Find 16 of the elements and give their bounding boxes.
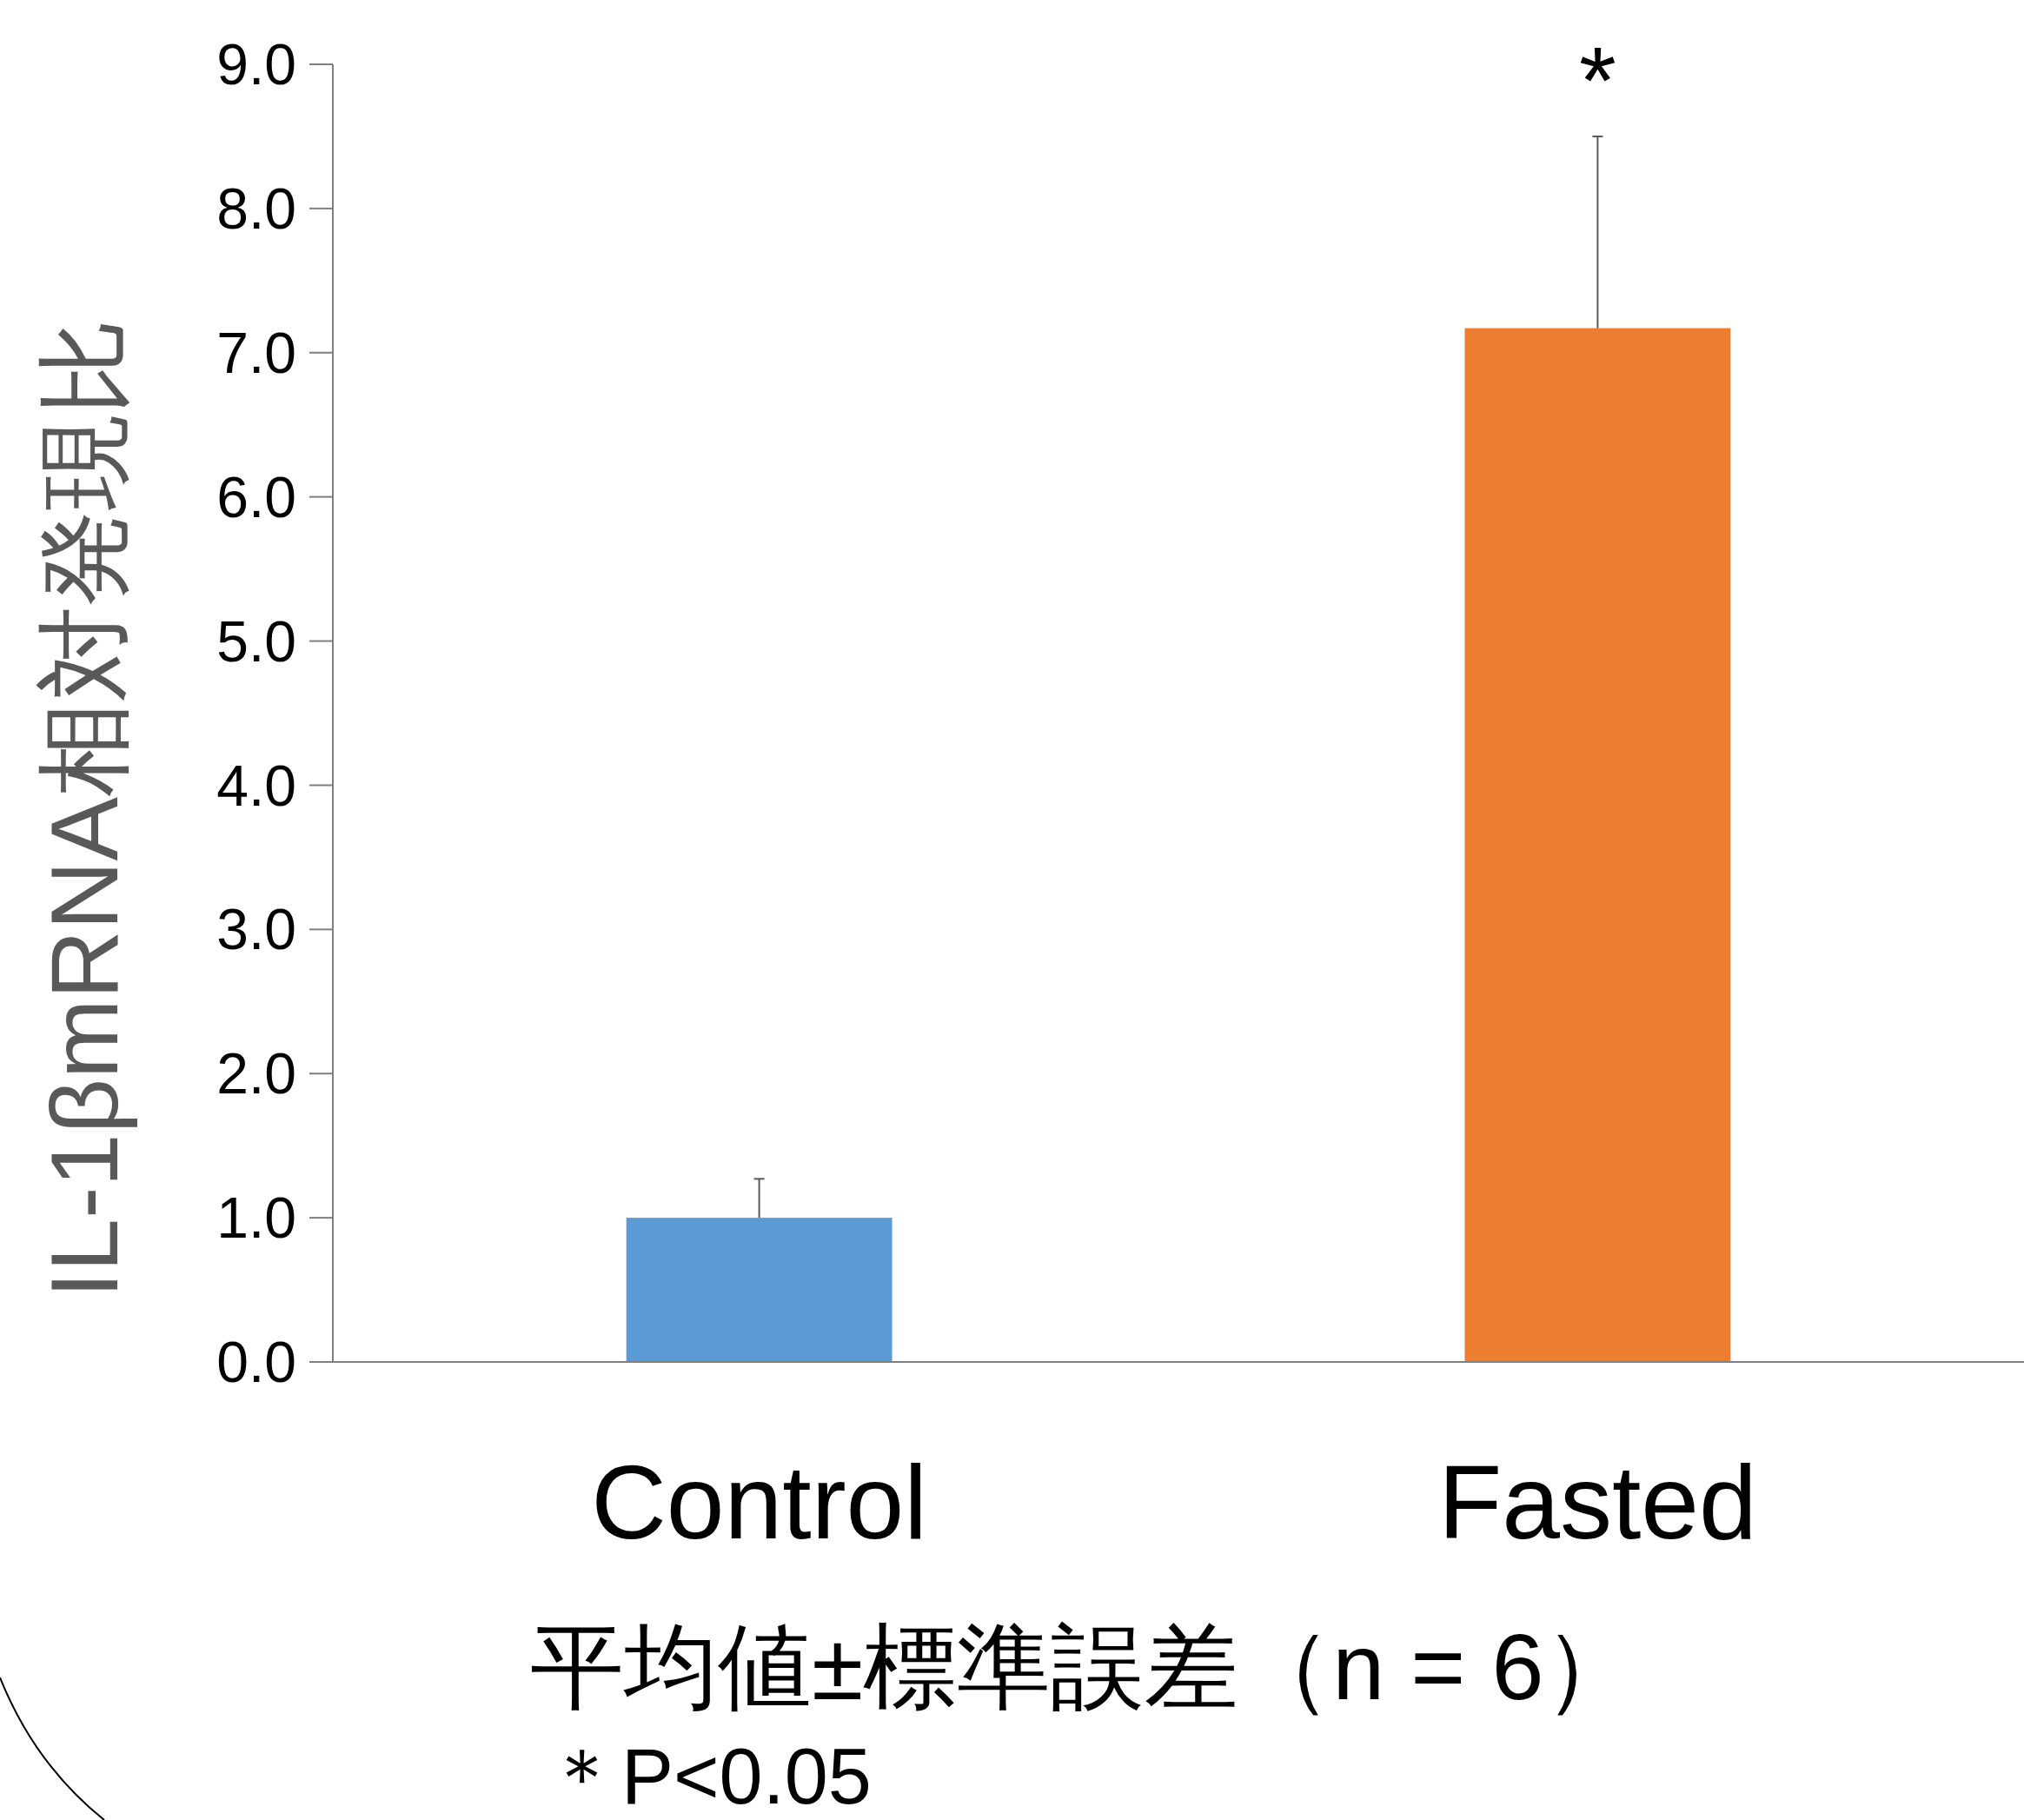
annotation: * [1578, 26, 1616, 133]
y-tick-label: 4.0 [216, 753, 296, 818]
x-tick-label: Control [591, 1444, 928, 1560]
x-tick-label: Fasted [1437, 1444, 1757, 1560]
y-tick-label: 7.0 [216, 320, 296, 385]
y-tick-label: 6.0 [216, 464, 296, 529]
y-tick-label: 2.0 [216, 1041, 296, 1106]
y-tick-label: 0.0 [216, 1330, 296, 1395]
y-tick-label: 1.0 [216, 1186, 296, 1251]
y-tick-label: 8.0 [216, 176, 296, 241]
y-tick-label: 3.0 [216, 897, 296, 962]
text: ＊P<0.05 [543, 1733, 872, 1820]
y-tick-label: 9.0 [216, 32, 296, 97]
text: 平均値±標準誤差（n = 6） [530, 1614, 1638, 1719]
y-tick-label: 5.0 [216, 608, 296, 674]
y-axis-title: IL-1βmRNA相対発現比 [30, 319, 137, 1299]
